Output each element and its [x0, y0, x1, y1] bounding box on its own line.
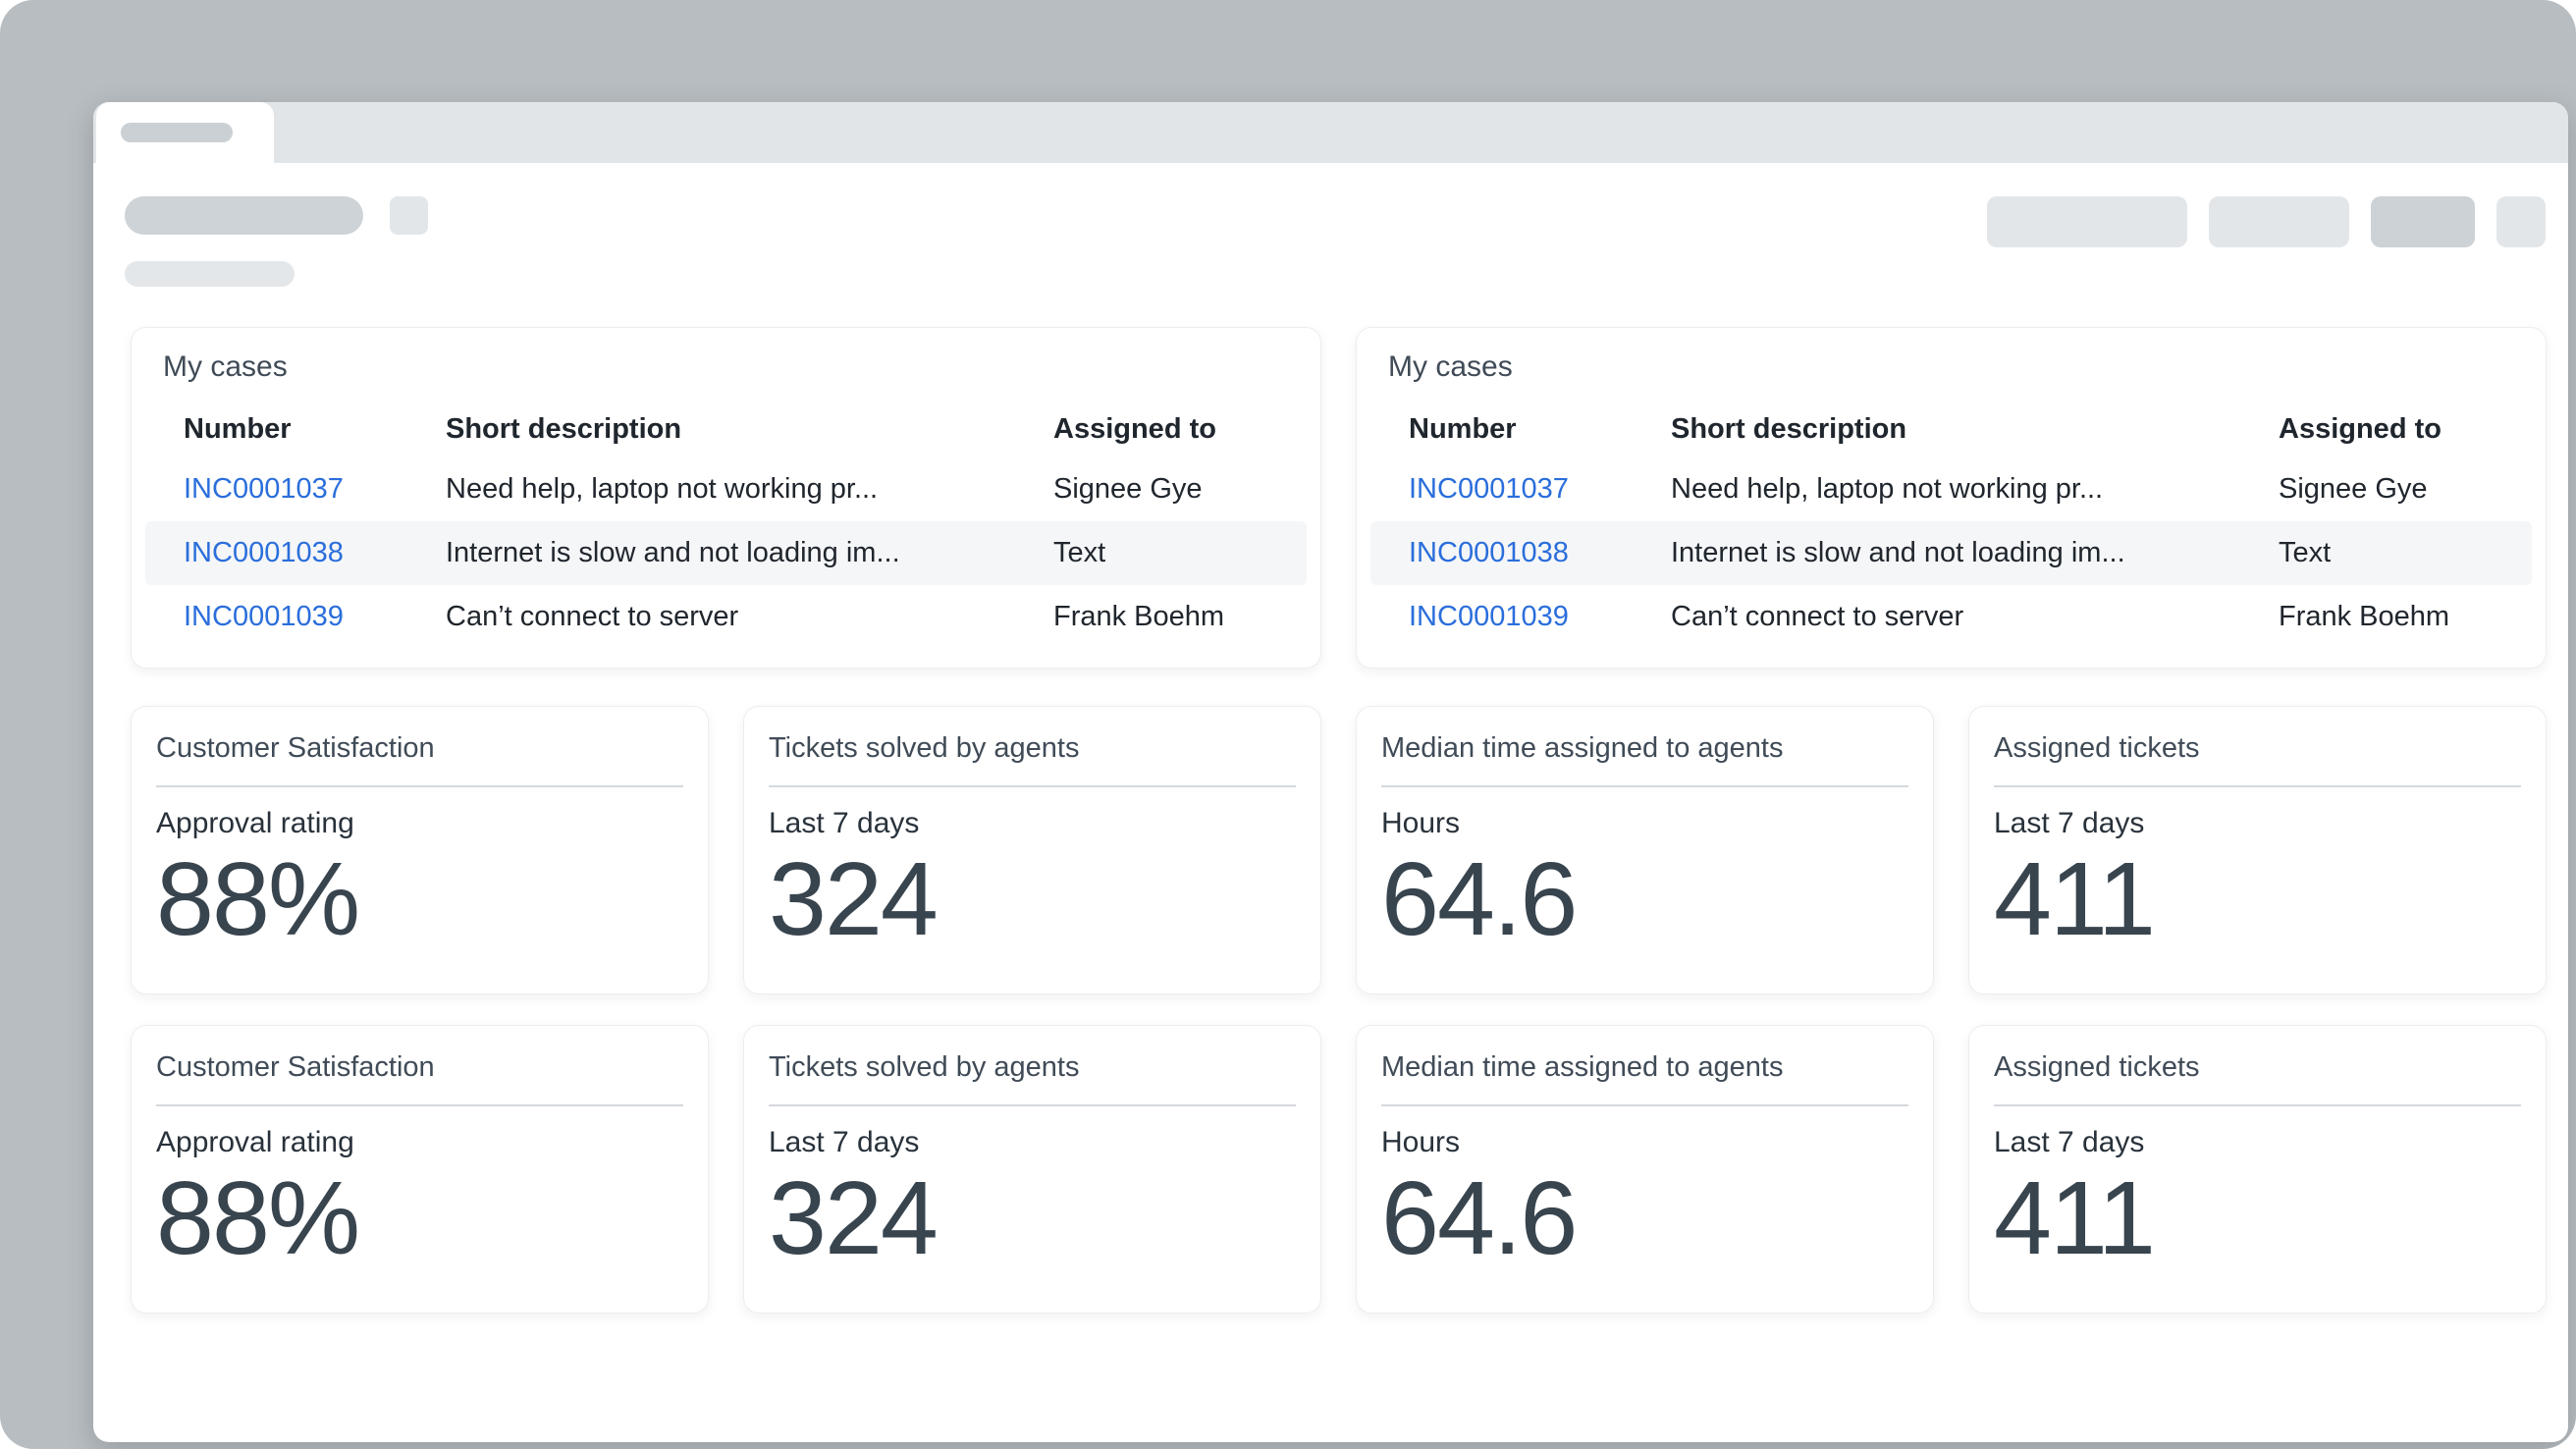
case-number-link[interactable]: INC0001037 [1409, 473, 1569, 505]
short-description-cell: Internet is slow and not loading im... [1671, 537, 2125, 568]
stat-cards-row-2: Customer Satisfaction Approval rating 88… [131, 1025, 2547, 1314]
table-row[interactable]: INC0001037 Need help, laptop not working… [145, 457, 1307, 521]
stat-card-label: Approval rating [156, 1126, 354, 1158]
stat-card-label: Last 7 days [1994, 807, 2145, 839]
short-description-cell: Can’t connect to server [446, 601, 739, 632]
panel-title: My cases [1388, 350, 1513, 383]
stat-card-label: Last 7 days [769, 807, 920, 839]
toolbar-button-placeholder-2[interactable] [2209, 196, 2349, 247]
page-title-placeholder [125, 196, 363, 235]
header-icon-button-placeholder[interactable] [390, 196, 428, 235]
stat-card-label: Hours [1381, 1126, 1461, 1158]
table-row[interactable]: INC0001038 Internet is slow and not load… [145, 521, 1307, 585]
stat-card-customer-satisfaction: Customer Satisfaction Approval rating 88… [131, 1025, 709, 1314]
table-row[interactable]: INC0001038 Internet is slow and not load… [1370, 521, 2532, 585]
case-number-link[interactable]: INC0001037 [184, 473, 344, 505]
toolbar-button-placeholder-4[interactable] [2496, 196, 2546, 247]
short-description-cell: Can’t connect to server [1671, 601, 1964, 632]
divider [1994, 1104, 2521, 1106]
assigned-to-cell: Text [1053, 537, 1106, 568]
toolbar-button-placeholder-3[interactable] [2371, 196, 2475, 247]
stat-card-title: Median time assigned to agents [1381, 732, 1784, 764]
my-cases-panel-right: My cases Number Short description Assign… [1356, 327, 2547, 669]
stat-card-customer-satisfaction: Customer Satisfaction Approval rating 88… [131, 706, 709, 994]
page-header [93, 163, 2568, 287]
table-row[interactable]: INC0001039 Can’t connect to server Frank… [1370, 585, 2532, 649]
cases-table: Number Short description Assigned to INC… [145, 401, 1307, 649]
stat-card-median-time: Median time assigned to agents Hours 64.… [1356, 706, 1934, 994]
divider [156, 1104, 683, 1106]
stat-card-value: 411 [1994, 1160, 2156, 1276]
stat-card-value: 324 [769, 841, 939, 957]
table-row[interactable]: INC0001037 Need help, laptop not working… [1370, 457, 2532, 521]
divider [1994, 785, 2521, 787]
stat-card-label: Approval rating [156, 807, 354, 839]
stat-card-value: 64.6 [1381, 841, 1578, 957]
stat-card-title: Median time assigned to agents [1381, 1051, 1784, 1083]
assigned-to-cell: Signee Gye [2279, 473, 2428, 505]
stat-card-value: 88% [156, 841, 360, 957]
stat-cards-row-1: Customer Satisfaction Approval rating 88… [131, 706, 2547, 994]
case-number-link[interactable]: INC0001038 [1409, 537, 1569, 568]
stat-card-title: Customer Satisfaction [156, 732, 435, 764]
assigned-to-cell: Signee Gye [1053, 473, 1203, 505]
tab-title-placeholder [121, 123, 233, 142]
column-header-number: Number [1409, 412, 1517, 445]
stat-card-value: 64.6 [1381, 1160, 1578, 1276]
stat-card-title: Customer Satisfaction [156, 1051, 435, 1083]
column-header-assigned-to: Assigned to [2279, 412, 2442, 445]
my-cases-panel-left: My cases Number Short description Assign… [131, 327, 1321, 669]
column-header-assigned-to: Assigned to [1053, 412, 1216, 445]
assigned-to-cell: Text [2279, 537, 2332, 568]
stat-card-median-time: Median time assigned to agents Hours 64.… [1356, 1025, 1934, 1314]
case-number-link[interactable]: INC0001038 [184, 537, 344, 568]
short-description-cell: Need help, laptop not working pr... [1671, 473, 2104, 505]
divider [769, 1104, 1296, 1106]
stat-card-tickets-solved: Tickets solved by agents Last 7 days 324 [743, 706, 1321, 994]
divider [1381, 785, 1908, 787]
stat-card-tickets-solved: Tickets solved by agents Last 7 days 324 [743, 1025, 1321, 1314]
stat-card-assigned-tickets: Assigned tickets Last 7 days 411 [1968, 706, 2547, 994]
stat-card-title: Tickets solved by agents [769, 1051, 1080, 1083]
browser-tab[interactable] [96, 102, 274, 163]
short-description-cell: Need help, laptop not working pr... [446, 473, 879, 505]
divider [1381, 1104, 1908, 1106]
browser-window: My cases Number Short description Assign… [93, 102, 2568, 1442]
column-header-short-description: Short description [1671, 412, 1907, 445]
page-subtitle-placeholder [125, 261, 295, 287]
stat-card-value: 411 [1994, 841, 2156, 957]
stat-card-label: Hours [1381, 807, 1461, 839]
column-header-short-description: Short description [446, 412, 682, 445]
table-header-row: Number Short description Assigned to [1370, 401, 2532, 457]
column-header-number: Number [184, 412, 292, 445]
stat-card-title: Assigned tickets [1994, 732, 2200, 764]
stat-card-label: Last 7 days [769, 1126, 920, 1158]
assigned-to-cell: Frank Boehm [2279, 601, 2450, 632]
page-header-actions [1987, 196, 2546, 247]
stat-card-title: Tickets solved by agents [769, 732, 1080, 764]
assigned-to-cell: Frank Boehm [1053, 601, 1225, 632]
stat-card-label: Last 7 days [1994, 1126, 2145, 1158]
case-number-link[interactable]: INC0001039 [1409, 601, 1569, 632]
stat-card-assigned-tickets: Assigned tickets Last 7 days 411 [1968, 1025, 2547, 1314]
stat-card-title: Assigned tickets [1994, 1051, 2200, 1083]
toolbar-button-placeholder-1[interactable] [1987, 196, 2187, 247]
stat-card-value: 324 [769, 1160, 939, 1276]
table-header-row: Number Short description Assigned to [145, 401, 1307, 457]
case-number-link[interactable]: INC0001039 [184, 601, 344, 632]
cases-table: Number Short description Assigned to INC… [1370, 401, 2532, 649]
page-header-left [125, 196, 428, 287]
short-description-cell: Internet is slow and not loading im... [446, 537, 900, 568]
table-row[interactable]: INC0001039 Can’t connect to server Frank… [145, 585, 1307, 649]
dashboard-content: My cases Number Short description Assign… [93, 287, 2568, 1314]
tab-bar [93, 102, 2568, 163]
divider [769, 785, 1296, 787]
panel-title: My cases [163, 350, 288, 383]
cases-panels-row: My cases Number Short description Assign… [131, 327, 2547, 669]
divider [156, 785, 683, 787]
stat-card-value: 88% [156, 1160, 360, 1276]
